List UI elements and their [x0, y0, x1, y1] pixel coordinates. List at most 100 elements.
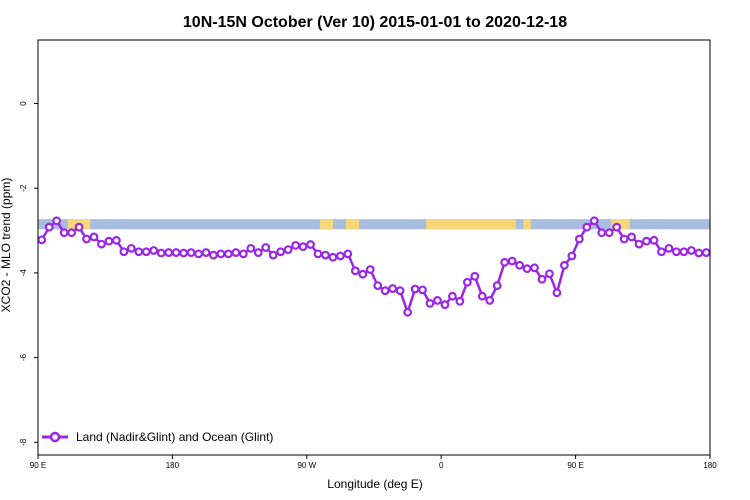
- data-point: [500, 257, 510, 267]
- data-point: [365, 265, 375, 274]
- data-point: [156, 248, 166, 258]
- data-point: [59, 228, 69, 238]
- data-point: [507, 256, 517, 266]
- data-point: [634, 239, 644, 249]
- data-point: [328, 252, 338, 262]
- data-point: [410, 284, 420, 294]
- data-point: [343, 249, 353, 259]
- data-point: [701, 248, 711, 257]
- data-point: [448, 291, 457, 301]
- data-point: [380, 286, 390, 296]
- legend-entry-label: Land (Nadir&Glint) and Ocean (Glint): [76, 430, 273, 444]
- data-point: [567, 251, 577, 261]
- data-point: [664, 243, 674, 253]
- data-point: [515, 260, 524, 270]
- y-axis: 0 -2 -4 -6 -8: [19, 101, 38, 446]
- data-point: [425, 298, 435, 308]
- y-tick-label: -8: [19, 438, 28, 446]
- data-point: [582, 222, 592, 232]
- data-point: [164, 248, 174, 257]
- data-point: [313, 249, 323, 259]
- x-tick-label: 0: [439, 461, 444, 470]
- data-point: [119, 247, 129, 257]
- data-point: [238, 249, 248, 259]
- data-point: [604, 228, 614, 238]
- data-point: [350, 266, 360, 276]
- data-point: [336, 251, 345, 261]
- x-tick-label: 90 W: [297, 461, 316, 470]
- land-ocean-band: [38, 219, 710, 230]
- data-point: [485, 296, 495, 305]
- data-point: [97, 239, 106, 249]
- x-tick-label: 90 E: [567, 461, 583, 470]
- data-point: [686, 246, 696, 255]
- data-point: [216, 249, 226, 259]
- y-tick-label: -4: [19, 269, 28, 277]
- data-point: [268, 250, 278, 260]
- plot-frame: [37, 39, 711, 456]
- data-point: [530, 263, 539, 273]
- data-point: [201, 248, 211, 257]
- ocean-band: [38, 219, 710, 230]
- legend: Land (Nadir&Glint) and Ocean (Glint): [42, 430, 273, 444]
- data-point: [373, 281, 383, 291]
- data-point: [440, 300, 450, 310]
- y-axis-label: XCO2 - MLO trend (ppm): [0, 178, 13, 313]
- data-point: [209, 250, 218, 260]
- data-point: [560, 260, 569, 270]
- x-tick-label: 180: [166, 461, 180, 470]
- data-point: [492, 281, 502, 291]
- series-layer: [37, 216, 711, 317]
- y-tick-label: 0: [19, 101, 28, 106]
- data-point: [134, 247, 144, 257]
- data-point: [619, 234, 629, 244]
- data-point: [67, 228, 76, 238]
- land-segment: [426, 219, 516, 230]
- data-point: [223, 249, 233, 259]
- data-point: [104, 236, 114, 246]
- data-point: [306, 240, 315, 249]
- data-point: [171, 248, 181, 257]
- data-point: [358, 269, 368, 279]
- data-point: [291, 240, 301, 250]
- data-point: [522, 264, 532, 274]
- data-point: [679, 247, 689, 257]
- data-point: [283, 245, 293, 255]
- data-point: [462, 277, 472, 287]
- x-axis: 90 E 180 90 W 0 90 E 180: [30, 455, 717, 470]
- data-point: [126, 243, 136, 253]
- data-point: [597, 228, 607, 238]
- data-point: [552, 288, 562, 298]
- land-segment: [611, 219, 630, 230]
- data-point: [537, 274, 547, 284]
- land-segment: [523, 219, 531, 230]
- data-point: [186, 248, 196, 257]
- land-segment: [346, 219, 360, 230]
- data-point: [82, 234, 91, 244]
- data-point: [642, 236, 651, 246]
- data-point: [433, 296, 442, 305]
- data-point: [455, 296, 465, 306]
- data-point: [149, 246, 159, 255]
- data-point: [89, 232, 99, 242]
- data-point: [388, 284, 398, 293]
- data-point: [37, 235, 47, 245]
- x-tick-label: 90 E: [30, 461, 46, 470]
- data-point: [253, 248, 263, 257]
- y-tick-label: -2: [19, 184, 28, 192]
- data-point: [246, 243, 256, 253]
- data-point: [649, 235, 659, 245]
- data-point: [231, 248, 241, 257]
- data-point: [694, 248, 704, 258]
- data-point: [657, 247, 666, 257]
- data-point: [672, 247, 681, 257]
- data-point: [612, 222, 622, 232]
- data-point: [470, 271, 480, 281]
- legend-swatch-marker: [49, 431, 61, 443]
- data-point: [74, 222, 84, 232]
- data-point: [403, 307, 413, 317]
- data-point: [111, 235, 121, 245]
- data-point: [52, 216, 62, 226]
- data-point: [589, 216, 599, 226]
